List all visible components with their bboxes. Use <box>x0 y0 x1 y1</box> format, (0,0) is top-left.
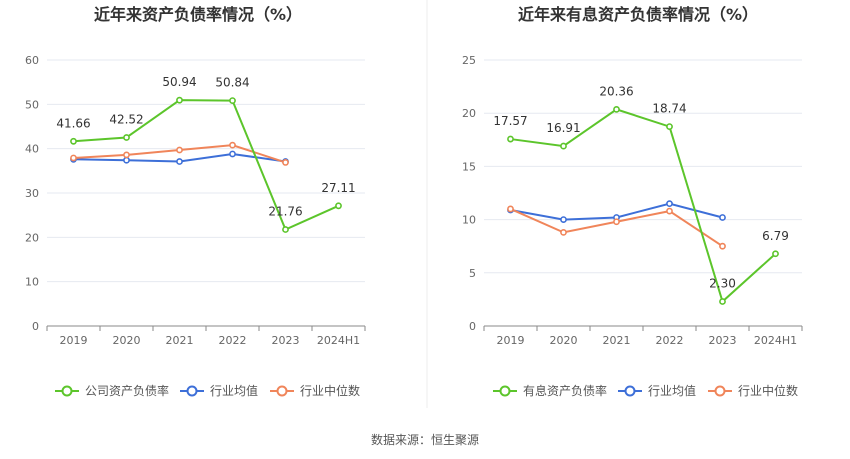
legend-item[interactable]: 公司资产负债率 <box>55 383 169 398</box>
series-point <box>507 135 514 143</box>
y-tick-label: 5 <box>469 267 476 280</box>
series-point <box>282 159 289 166</box>
series-point <box>719 214 726 221</box>
y-tick-label: 10 <box>25 276 39 289</box>
legend-swatch-marker <box>714 385 726 397</box>
y-tick-label: 10 <box>462 214 476 227</box>
legend-item[interactable]: 行业中位数 <box>270 383 360 398</box>
series-point <box>719 298 726 305</box>
y-tick-label: 40 <box>25 143 39 156</box>
legend-label: 行业中位数 <box>300 383 360 398</box>
legend-label: 行业中位数 <box>738 383 798 398</box>
x-tick-label: 2019 <box>60 334 88 347</box>
series-point <box>123 156 130 164</box>
series-point <box>176 146 183 154</box>
series-point <box>123 151 130 159</box>
legend-swatch-marker <box>276 385 288 397</box>
series-point <box>70 137 77 145</box>
x-tick-label: 2022 <box>219 334 247 347</box>
x-tick-label: 2022 <box>656 334 684 347</box>
data-source-note: 数据来源：恒生聚源 <box>371 432 479 447</box>
series-point <box>335 202 342 210</box>
data-label: 16.91 <box>546 121 580 135</box>
x-tick-label: 2024H1 <box>317 334 360 347</box>
series-point <box>176 96 183 104</box>
series-point <box>560 228 567 236</box>
series-point <box>70 154 77 162</box>
legend-item[interactable]: 有息资产负债率 <box>493 383 607 398</box>
series-point <box>560 216 567 223</box>
legend-label: 行业均值 <box>648 383 696 398</box>
legend-label: 公司资产负债率 <box>85 383 169 398</box>
y-tick-label: 25 <box>462 54 476 67</box>
series-line <box>73 99 339 231</box>
series-point <box>176 158 183 165</box>
y-tick-label: 20 <box>25 231 39 244</box>
series-point <box>666 123 673 131</box>
series-point <box>613 105 620 113</box>
series-point <box>772 250 779 258</box>
series-point <box>507 205 514 213</box>
x-tick-label: 2020 <box>113 334 141 347</box>
series-point <box>229 150 236 158</box>
y-tick-label: 30 <box>25 187 39 200</box>
series-line <box>510 108 777 304</box>
data-label: 6.79 <box>762 229 789 243</box>
debt-ratio-chart: 近年来资产负债率情况（%） 0 10 20 30 40 50 60 2019 2020 2021 2… <box>25 5 366 398</box>
legend-item[interactable]: 行业均值 <box>180 383 258 398</box>
legend-swatch-marker <box>61 385 73 397</box>
series-point <box>229 97 236 105</box>
x-tick-label: 2024H1 <box>754 334 797 347</box>
legend-item[interactable]: 行业均值 <box>618 383 696 398</box>
y-tick-label: 50 <box>25 98 39 111</box>
x-tick-label: 2023 <box>272 334 300 347</box>
y-tick-label: 60 <box>25 54 39 67</box>
series-point <box>123 134 130 141</box>
x-tick-label: 2020 <box>550 334 578 347</box>
data-label: 42.52 <box>109 112 143 126</box>
x-tick-label: 2021 <box>603 334 631 347</box>
data-label: 41.66 <box>56 116 90 130</box>
legend-label: 行业均值 <box>210 383 258 398</box>
x-tick-label: 2021 <box>166 334 194 347</box>
y-tick-label: 20 <box>462 107 476 120</box>
series-point <box>229 141 236 149</box>
interest-bearing-debt-ratio-chart: 近年来有息资产负债率情况（%） 0 5 10 15 20 25 2019 2020 2021 20… <box>462 5 803 398</box>
legend-swatch-marker <box>499 385 511 397</box>
series-point <box>560 142 567 150</box>
legend-swatch-marker <box>624 385 636 397</box>
legend-label: 有息资产负债率 <box>523 383 607 398</box>
data-label: 21.76 <box>268 205 302 219</box>
x-tick-label: 2023 <box>709 334 737 347</box>
legend-item[interactable]: 行业中位数 <box>708 383 798 398</box>
y-tick-label: 15 <box>462 160 476 173</box>
data-label: 50.94 <box>162 75 196 89</box>
chart-title-interest-bearing-debt-ratio: 近年来有息资产负债率情况（%） <box>518 5 758 24</box>
series-point <box>719 242 726 250</box>
data-label: 27.11 <box>321 181 355 195</box>
series-point <box>613 218 620 226</box>
data-label: 20.36 <box>599 84 633 98</box>
series-point <box>666 207 673 215</box>
data-label: 18.74 <box>652 102 686 116</box>
chart-title-debt-ratio: 近年来资产负债率情况（%） <box>94 5 302 24</box>
y-tick-label: 0 <box>469 320 476 333</box>
series-point <box>666 200 673 208</box>
series-point <box>282 226 289 233</box>
legend-swatch-marker <box>186 385 198 397</box>
y-tick-label: 0 <box>32 320 39 333</box>
x-tick-label: 2019 <box>497 334 525 347</box>
data-label: 17.57 <box>493 114 527 128</box>
data-label: 50.84 <box>215 76 249 90</box>
data-label: 2.30 <box>709 277 736 291</box>
